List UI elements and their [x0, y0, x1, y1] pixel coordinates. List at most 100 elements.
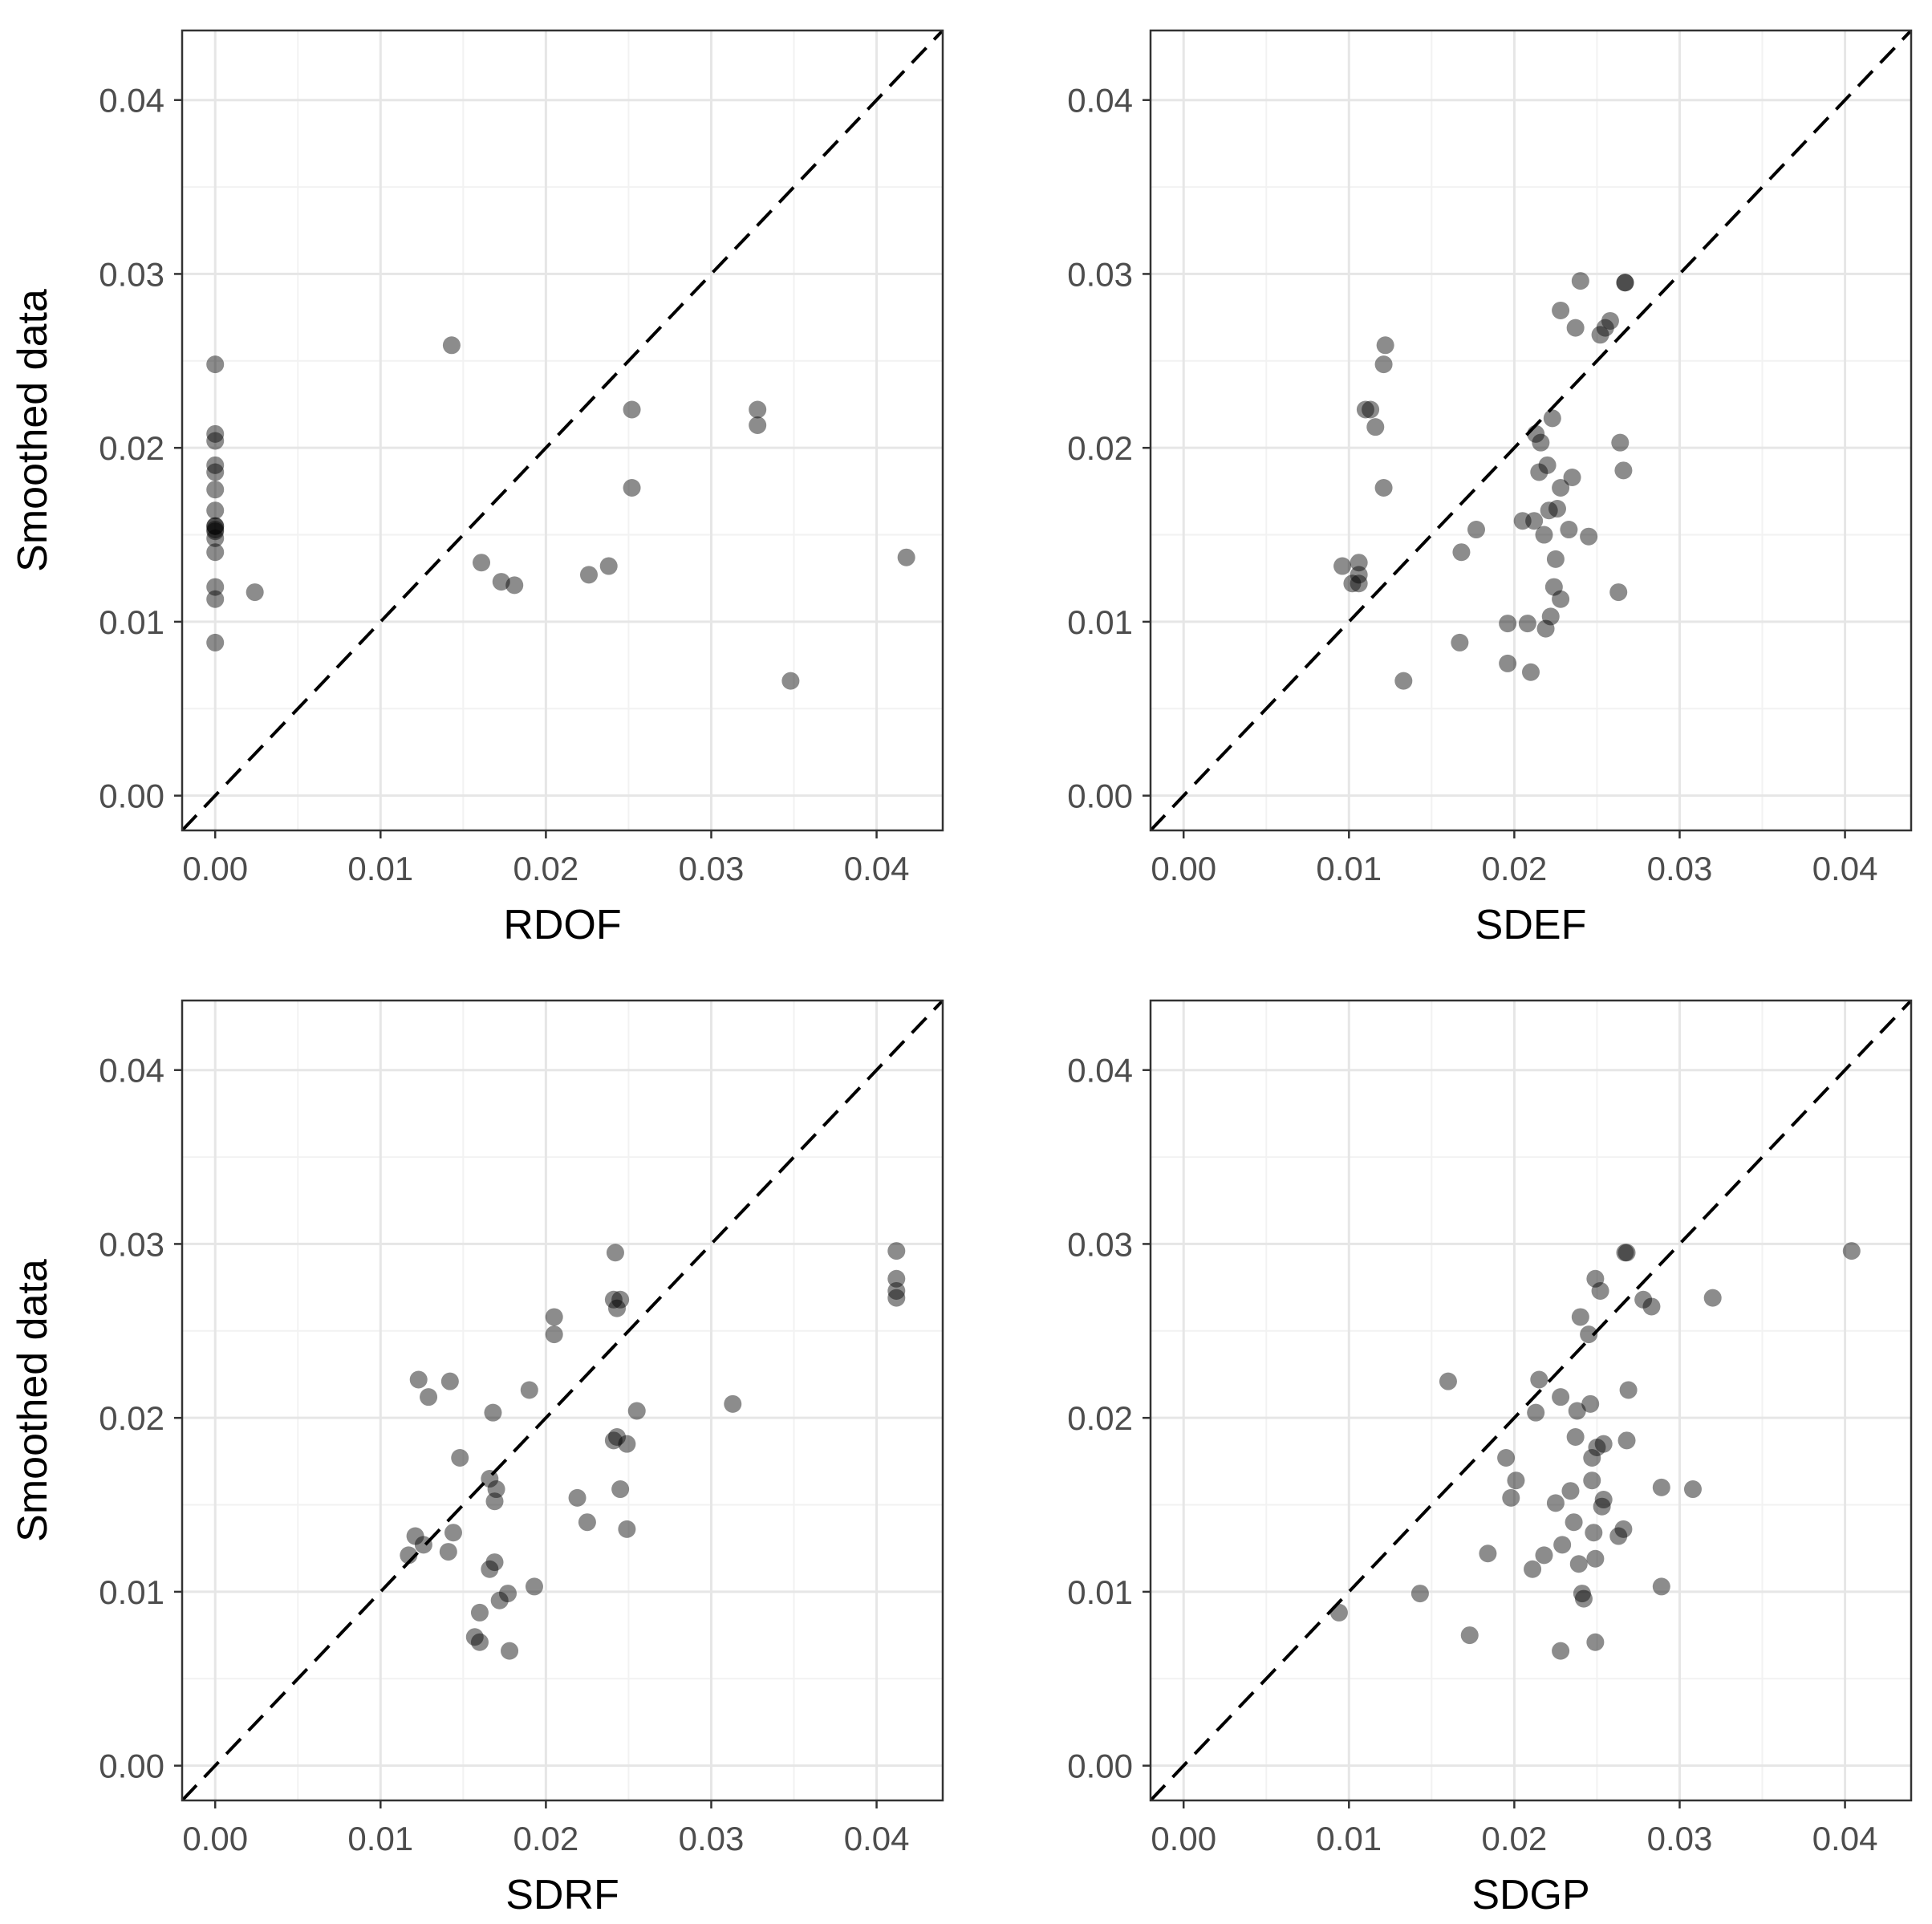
data-point [1616, 1244, 1634, 1262]
data-point [749, 416, 767, 434]
data-point [246, 583, 264, 602]
x-tick-label: 0.00 [182, 1820, 248, 1857]
data-point [505, 576, 524, 595]
x-axis-title: SDEF [1475, 902, 1587, 948]
x-tick-label: 0.01 [347, 850, 413, 887]
reference-line-y-equals-x [1151, 1001, 1911, 1800]
data-point [1329, 1603, 1348, 1622]
data-point [1703, 1289, 1722, 1307]
data-point [1593, 1497, 1611, 1516]
x-tick-label: 0.03 [1647, 1820, 1713, 1857]
y-tick-label: 0.04 [99, 1052, 164, 1090]
data-point [1652, 1577, 1670, 1596]
data-point [1842, 1242, 1861, 1260]
y-tick-label: 0.00 [99, 1747, 164, 1785]
data-point [492, 573, 510, 591]
data-point [1527, 424, 1545, 443]
y-tick-label: 0.01 [99, 1573, 164, 1611]
data-point [206, 517, 225, 535]
data-point [1553, 1536, 1572, 1554]
data-point [498, 1585, 517, 1603]
data-point [473, 554, 491, 572]
data-point [409, 1370, 428, 1389]
data-point [1619, 1381, 1638, 1399]
data-point [206, 522, 225, 541]
data-point [887, 1289, 906, 1307]
data-point [1546, 550, 1565, 568]
data-point [1499, 654, 1517, 672]
data-point [1350, 574, 1368, 593]
data-point [206, 543, 225, 562]
x-tick-label: 0.02 [513, 1820, 579, 1857]
data-point [1614, 1520, 1633, 1538]
data-point [206, 633, 225, 651]
data-point [206, 481, 225, 499]
x-tick-label: 0.00 [182, 850, 248, 887]
x-tick-label: 0.04 [844, 1820, 910, 1857]
data-point [1535, 1546, 1553, 1565]
x-tick-label: 0.03 [679, 850, 745, 887]
y-tick-label: 0.02 [99, 1399, 164, 1437]
data-point [1479, 1544, 1497, 1563]
data-point [520, 1381, 538, 1399]
data-point [627, 1402, 646, 1420]
x-tick-label: 0.00 [1151, 850, 1216, 887]
x-tick-label: 0.04 [844, 850, 910, 887]
data-point [1591, 1281, 1609, 1300]
x-tick-label: 0.03 [679, 1820, 745, 1857]
y-axis-title: Smoothed data [10, 1259, 56, 1542]
data-point [206, 424, 225, 443]
data-point [1586, 1269, 1605, 1288]
data-point [1467, 521, 1485, 539]
data-point [1616, 274, 1634, 292]
data-point [1586, 1549, 1605, 1568]
data-point [1594, 1491, 1613, 1509]
data-point [1374, 479, 1393, 497]
data-point [1601, 311, 1619, 330]
data-point [1573, 1585, 1591, 1603]
data-point [444, 1524, 462, 1542]
data-point [1362, 400, 1380, 419]
panel-top-right: 0.00 0.01 0.02 0.03 0.04 0.00 0.01 0.02 0.03 0.04… [1067, 29, 1913, 948]
data-point [1499, 615, 1517, 633]
data-point [1583, 1471, 1601, 1490]
data-point [1524, 1560, 1542, 1578]
data-point [611, 1480, 630, 1499]
data-point [1527, 1403, 1545, 1422]
y-tick-label: 0.00 [1067, 1747, 1133, 1785]
data-point [439, 1543, 457, 1561]
data-point [1566, 1428, 1585, 1447]
data-point [749, 400, 767, 419]
data-point [1565, 1513, 1583, 1532]
y-tick-label: 0.00 [99, 777, 164, 815]
data-point [1460, 1626, 1479, 1645]
data-point [400, 1546, 418, 1565]
y-tick-label: 0.01 [1067, 603, 1133, 641]
data-point [1569, 1555, 1588, 1573]
reference-line-y-equals-x [1151, 30, 1911, 830]
data-point [470, 1633, 489, 1651]
data-point [1585, 1524, 1603, 1542]
x-tick-label: 0.01 [347, 1820, 413, 1857]
data-point [1642, 1297, 1661, 1316]
y-tick-label: 0.02 [1067, 1399, 1133, 1437]
x-tick-label: 0.02 [1482, 1820, 1548, 1857]
data-point [440, 1372, 459, 1390]
data-point [887, 1269, 906, 1288]
data-point [1583, 1449, 1601, 1467]
data-point [1581, 1394, 1600, 1413]
data-point [608, 1299, 627, 1317]
data-point [1594, 1435, 1613, 1453]
data-point [887, 1242, 906, 1260]
data-point [1356, 400, 1374, 419]
data-point [887, 1281, 906, 1300]
reference-line-y-equals-x [182, 30, 943, 830]
y-tick-label: 0.02 [99, 429, 164, 467]
data-point [1609, 583, 1628, 602]
data-point [484, 1403, 502, 1422]
data-point [206, 432, 225, 450]
data-point [442, 336, 461, 355]
data-point [1394, 672, 1413, 690]
data-point [485, 1492, 504, 1511]
data-point [1366, 418, 1385, 436]
